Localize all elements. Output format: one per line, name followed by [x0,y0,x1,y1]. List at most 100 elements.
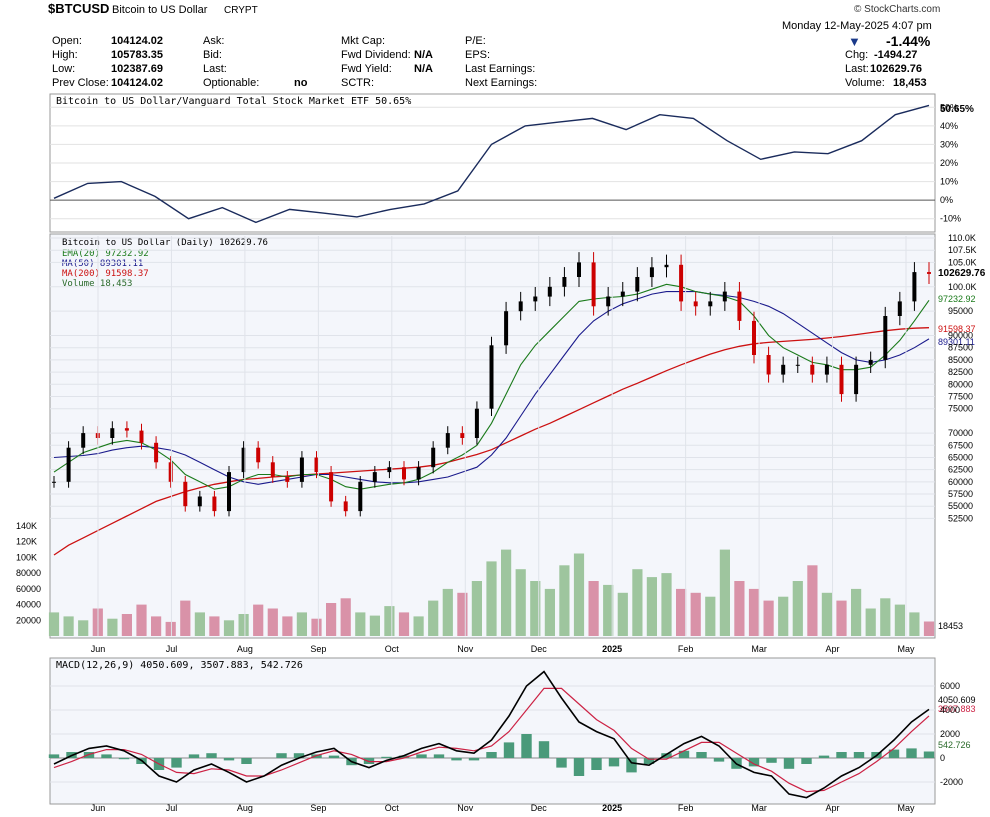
macd-last-label: 4050.609 [938,695,976,705]
signal-last-label: 3507.883 [938,704,976,714]
macd-histogram-bar [888,749,900,758]
month-label-price: Mar [751,644,767,654]
volume-bar [821,592,832,636]
volume-bar [209,616,220,636]
macd-histogram-bar [608,758,620,767]
month-label-price: Jun [91,644,106,654]
month-label-price: May [897,644,915,654]
price-bar [620,291,625,297]
relative-tick-label: 20% [940,158,958,168]
macd-histogram-bar [206,753,217,758]
volume-bar [311,618,322,636]
price-bar [241,447,246,473]
change-percent: -1.44% [886,33,931,49]
ma200-line [53,327,930,556]
month-label-price: Aug [237,644,253,654]
volume-bar [792,581,803,636]
volume-bar [223,620,235,636]
macd-tick-label: 4000 [940,705,960,715]
volume-tick-label: 140K [16,521,37,531]
price-bar [912,272,917,302]
volume-bar [326,603,337,636]
price-bar [708,301,713,307]
fwd-yield-label: Fwd Yield: [341,63,392,75]
relative-line [53,104,930,224]
macd-histogram-bar [416,754,427,758]
price-bar [591,262,596,307]
month-label-macd: Sep [310,803,326,813]
sctr-label: SCTR: [341,77,374,89]
volume-bar [457,592,468,636]
price-bar [577,262,581,277]
macd-histogram-bar [643,758,655,764]
price-bar [197,496,202,507]
price-bar [285,477,290,482]
price-bar [212,496,217,512]
price-bar [518,301,523,312]
price-bar [52,481,56,483]
macd-histogram-bar [713,758,725,762]
month-label-macd: May [897,803,915,813]
volume-bar [398,612,410,636]
volume-bar [748,588,760,636]
price-bar [154,442,159,463]
price-bar [649,267,654,278]
relative-tick-label: 30% [940,139,958,149]
price-bar [227,472,231,512]
volume-tick-label: 80000 [16,568,41,578]
price-bar [722,291,727,302]
volume-bar [253,604,264,636]
month-label-price: Apr [826,644,840,654]
volume-bar [705,596,716,636]
price-bar [868,359,873,365]
volume-bar [544,588,555,636]
price-bar [445,433,450,448]
price-last-label: 102629.76 [938,268,986,279]
volume-label: Volume: [845,77,885,89]
price-tick-label: 100.0K [948,282,977,292]
volume-bar [238,614,249,636]
ma200-last-label: 91598.37 [938,324,976,334]
volume-bar [107,618,118,636]
relative-tick-label: -10% [940,214,961,224]
volume-bar [676,588,687,636]
optionable-value: no [294,77,308,89]
price-tick-label: 105.0K [948,257,977,267]
price-bar [474,408,479,438]
volume-bar [63,616,74,636]
month-label-macd: Dec [531,803,548,813]
ask-label: Ask: [203,35,225,47]
relative-tick-label: 50% [940,102,958,112]
price-bar [314,457,319,473]
month-label-macd: Aug [237,803,253,813]
price-bar [387,467,392,473]
volume-bar [865,608,876,636]
macd-histogram-bar [591,758,602,770]
month-label-macd: Apr [826,803,840,813]
month-label-price: Nov [457,644,474,654]
price-tick-label: 90000 [948,331,973,341]
price-bar [766,355,771,375]
volume-bar [573,553,585,636]
price-bar [124,428,129,431]
macd-histogram-bar [328,755,340,758]
month-label-price: Dec [531,644,548,654]
volume-bar [530,581,541,636]
price-tick-label: 57500 [948,489,973,499]
fwd-dividend-label: Fwd Dividend: [341,49,411,61]
symbol: $BTCUSD [48,1,110,16]
month-label-macd: Feb [678,803,694,813]
month-label-price: Sep [310,644,326,654]
price-bar [679,264,684,302]
volume-bar [267,608,278,636]
relative-last-label: 50.65% [940,104,974,115]
price-tick-label: 77500 [948,392,973,402]
volume-bar [340,598,351,636]
chg-value: -1494.27 [874,49,918,61]
price-tick-label: 65000 [948,452,973,462]
price-bar [693,301,698,307]
price-bar [810,364,815,375]
macd-histogram-bar [188,754,200,758]
macd-histogram-bar [556,758,567,768]
month-label-macd: Mar [751,803,767,813]
